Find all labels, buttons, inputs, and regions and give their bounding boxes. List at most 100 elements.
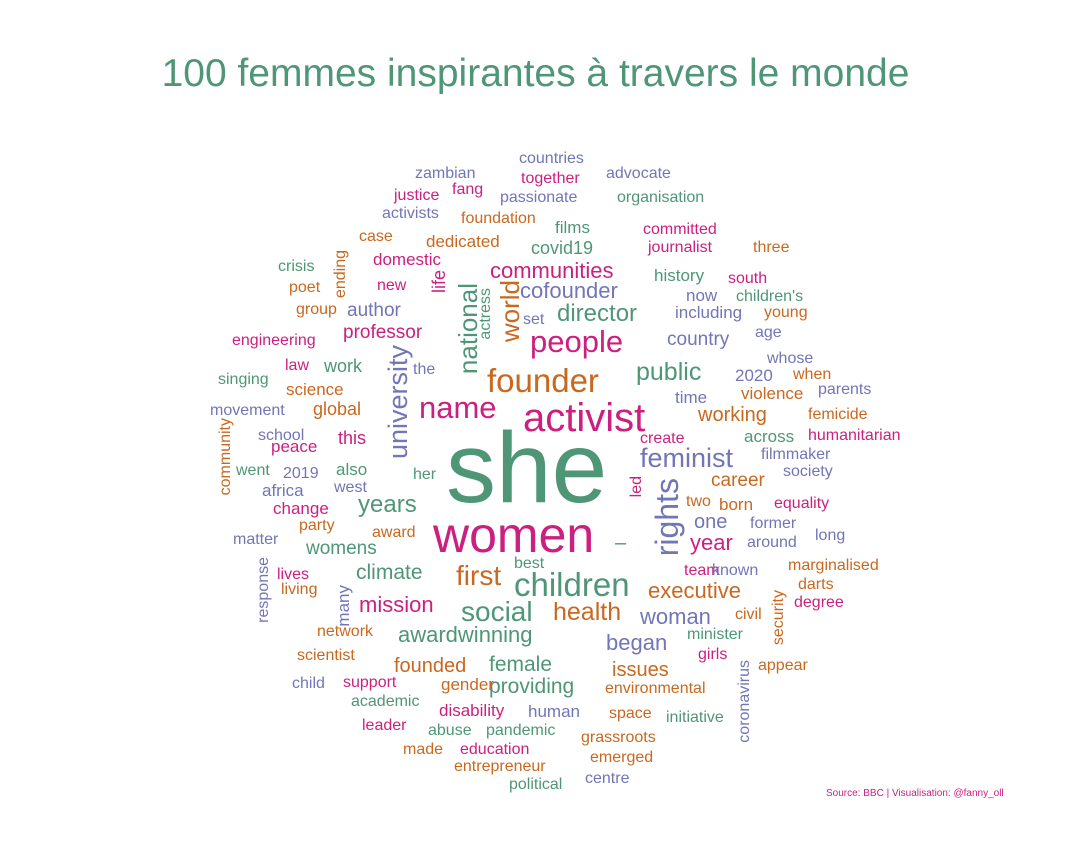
word-58: history bbox=[654, 266, 705, 285]
word-0: she bbox=[446, 412, 608, 524]
word-105: degree bbox=[794, 594, 844, 611]
word-62: many bbox=[334, 585, 353, 627]
word-45: human bbox=[528, 702, 580, 721]
word-38: covid19 bbox=[531, 238, 594, 258]
word-8: university bbox=[383, 345, 413, 460]
word-41: this bbox=[338, 428, 367, 448]
word-46: gender bbox=[441, 675, 494, 694]
word-98: two bbox=[686, 493, 711, 510]
word-149: – bbox=[615, 532, 627, 554]
word-53: africa bbox=[262, 481, 304, 500]
word-18: communities bbox=[490, 258, 614, 283]
word-16: years bbox=[358, 491, 417, 518]
word-22: woman bbox=[640, 604, 711, 629]
word-9: feminist bbox=[640, 443, 734, 473]
word-55: peace bbox=[271, 437, 318, 456]
word-67: her bbox=[413, 466, 437, 483]
word-92: response bbox=[255, 557, 272, 623]
word-88: academic bbox=[351, 693, 420, 710]
word-29: founded bbox=[394, 655, 467, 677]
word-94: matter bbox=[233, 531, 279, 548]
word-63: network bbox=[317, 623, 374, 640]
word-100: around bbox=[747, 534, 797, 551]
word-125: countries bbox=[519, 150, 584, 167]
word-112: femicide bbox=[808, 406, 868, 423]
word-120: three bbox=[753, 239, 790, 256]
word-146: west bbox=[334, 479, 367, 496]
word-48: born bbox=[719, 495, 754, 514]
word-107: long bbox=[815, 527, 846, 544]
word-97: led bbox=[628, 476, 645, 498]
word-103: marginalised bbox=[788, 557, 879, 574]
word-89: support bbox=[343, 674, 397, 691]
word-140: singing bbox=[218, 371, 269, 388]
word-50: across bbox=[744, 427, 795, 446]
word-37: author bbox=[347, 300, 401, 321]
word-85: emerged bbox=[590, 749, 654, 766]
word-21: executive bbox=[648, 578, 741, 603]
word-141: movement bbox=[210, 402, 285, 419]
word-1: women bbox=[433, 507, 595, 563]
word-99: former bbox=[750, 515, 797, 532]
word-24: mission bbox=[359, 592, 434, 617]
source-credit: Source: BBC | Visualisation: @fanny_oll bbox=[826, 788, 1004, 799]
word-52: change bbox=[273, 499, 329, 518]
word-6: people bbox=[530, 324, 624, 359]
word-65: party bbox=[299, 517, 335, 534]
word-142: school bbox=[258, 427, 305, 444]
word-7: name bbox=[419, 390, 497, 425]
word-17: director bbox=[557, 300, 638, 327]
word-82: leader bbox=[362, 717, 407, 734]
word-10: social bbox=[461, 596, 533, 627]
word-34: career bbox=[711, 470, 765, 491]
word-129: zambian bbox=[415, 165, 476, 182]
word-74: grassroots bbox=[581, 729, 656, 746]
word-70: environmental bbox=[605, 680, 706, 697]
word-90: child bbox=[292, 675, 325, 692]
word-132: activists bbox=[382, 205, 439, 222]
word-56: domestic bbox=[373, 250, 442, 269]
word-119: south bbox=[728, 270, 768, 287]
word-33: one bbox=[694, 511, 728, 533]
word-143: community bbox=[217, 418, 234, 496]
word-32: womens bbox=[306, 538, 377, 559]
word-104: darts bbox=[798, 576, 834, 593]
word-93: lives bbox=[277, 566, 310, 583]
word-72: abuse bbox=[428, 722, 472, 739]
word-15: public bbox=[636, 358, 702, 386]
word-87: centre bbox=[585, 770, 630, 787]
word-14: health bbox=[553, 598, 622, 626]
word-64: living bbox=[281, 581, 318, 598]
word-114: when bbox=[793, 366, 832, 383]
word-51: also bbox=[336, 460, 368, 479]
word-137: group bbox=[296, 301, 337, 318]
word-145: 2019 bbox=[283, 465, 319, 482]
word-117: young bbox=[764, 304, 808, 321]
word-36: professor bbox=[343, 322, 423, 343]
word-43: life bbox=[429, 270, 449, 294]
word-71: education bbox=[460, 741, 530, 758]
word-109: society bbox=[783, 463, 833, 480]
word-11: first bbox=[456, 560, 502, 591]
word-139: law bbox=[285, 357, 310, 374]
word-57: including bbox=[675, 303, 743, 322]
word-59: films bbox=[555, 218, 590, 237]
word-128: foundation bbox=[461, 210, 536, 227]
word-23: began bbox=[606, 630, 668, 655]
word-19: cofounder bbox=[520, 278, 618, 303]
word-102: known bbox=[712, 562, 759, 579]
word-116: age bbox=[755, 324, 782, 341]
word-131: justice bbox=[394, 187, 440, 204]
word-39: dedicated bbox=[426, 232, 500, 251]
word-31: working bbox=[698, 404, 767, 426]
word-122: committed bbox=[643, 221, 717, 238]
word-44: disability bbox=[439, 701, 505, 720]
word-75: initiative bbox=[666, 709, 724, 726]
word-111: humanitarian bbox=[808, 427, 901, 444]
word-124: advocate bbox=[606, 165, 671, 182]
word-135: ending bbox=[332, 250, 349, 299]
word-86: political bbox=[509, 776, 563, 793]
word-144: went bbox=[236, 462, 270, 479]
word-3: founder bbox=[487, 362, 599, 399]
